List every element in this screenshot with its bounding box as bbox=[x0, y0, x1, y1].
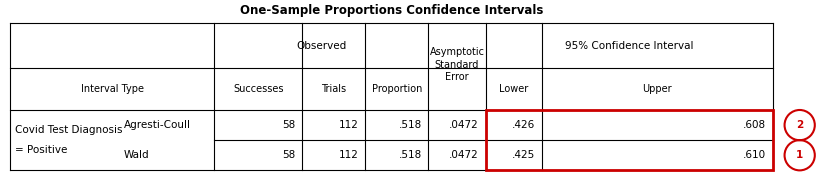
Text: = Positive: = Positive bbox=[15, 145, 67, 155]
Text: Proportion: Proportion bbox=[372, 84, 422, 94]
Text: .518: .518 bbox=[398, 150, 422, 160]
Text: .0472: .0472 bbox=[449, 120, 479, 130]
Text: Successes: Successes bbox=[233, 84, 284, 94]
Text: 2: 2 bbox=[796, 120, 803, 130]
Text: 58: 58 bbox=[282, 150, 296, 160]
Text: One-Sample Proportions Confidence Intervals: One-Sample Proportions Confidence Interv… bbox=[239, 4, 543, 17]
Text: 1: 1 bbox=[796, 150, 803, 160]
Text: Observed: Observed bbox=[297, 41, 346, 51]
Text: Interval Type: Interval Type bbox=[81, 84, 144, 94]
Text: 112: 112 bbox=[339, 150, 359, 160]
Text: .425: .425 bbox=[512, 150, 535, 160]
Text: .610: .610 bbox=[743, 150, 766, 160]
Text: 58: 58 bbox=[282, 120, 296, 130]
Text: 112: 112 bbox=[339, 120, 359, 130]
Text: .426: .426 bbox=[512, 120, 535, 130]
Text: Agresti-Coull: Agresti-Coull bbox=[123, 120, 191, 130]
Text: .608: .608 bbox=[743, 120, 766, 130]
Text: Trials: Trials bbox=[322, 84, 346, 94]
Text: 95% Confidence Interval: 95% Confidence Interval bbox=[565, 41, 693, 51]
Text: .518: .518 bbox=[398, 120, 422, 130]
Text: Upper: Upper bbox=[643, 84, 672, 94]
Text: Covid Test Diagnosis: Covid Test Diagnosis bbox=[15, 125, 123, 135]
Text: Wald: Wald bbox=[123, 150, 150, 160]
Text: Asymptotic
Standard
Error: Asymptotic Standard Error bbox=[429, 47, 485, 82]
Text: .0472: .0472 bbox=[449, 150, 479, 160]
Text: Lower: Lower bbox=[499, 84, 528, 94]
